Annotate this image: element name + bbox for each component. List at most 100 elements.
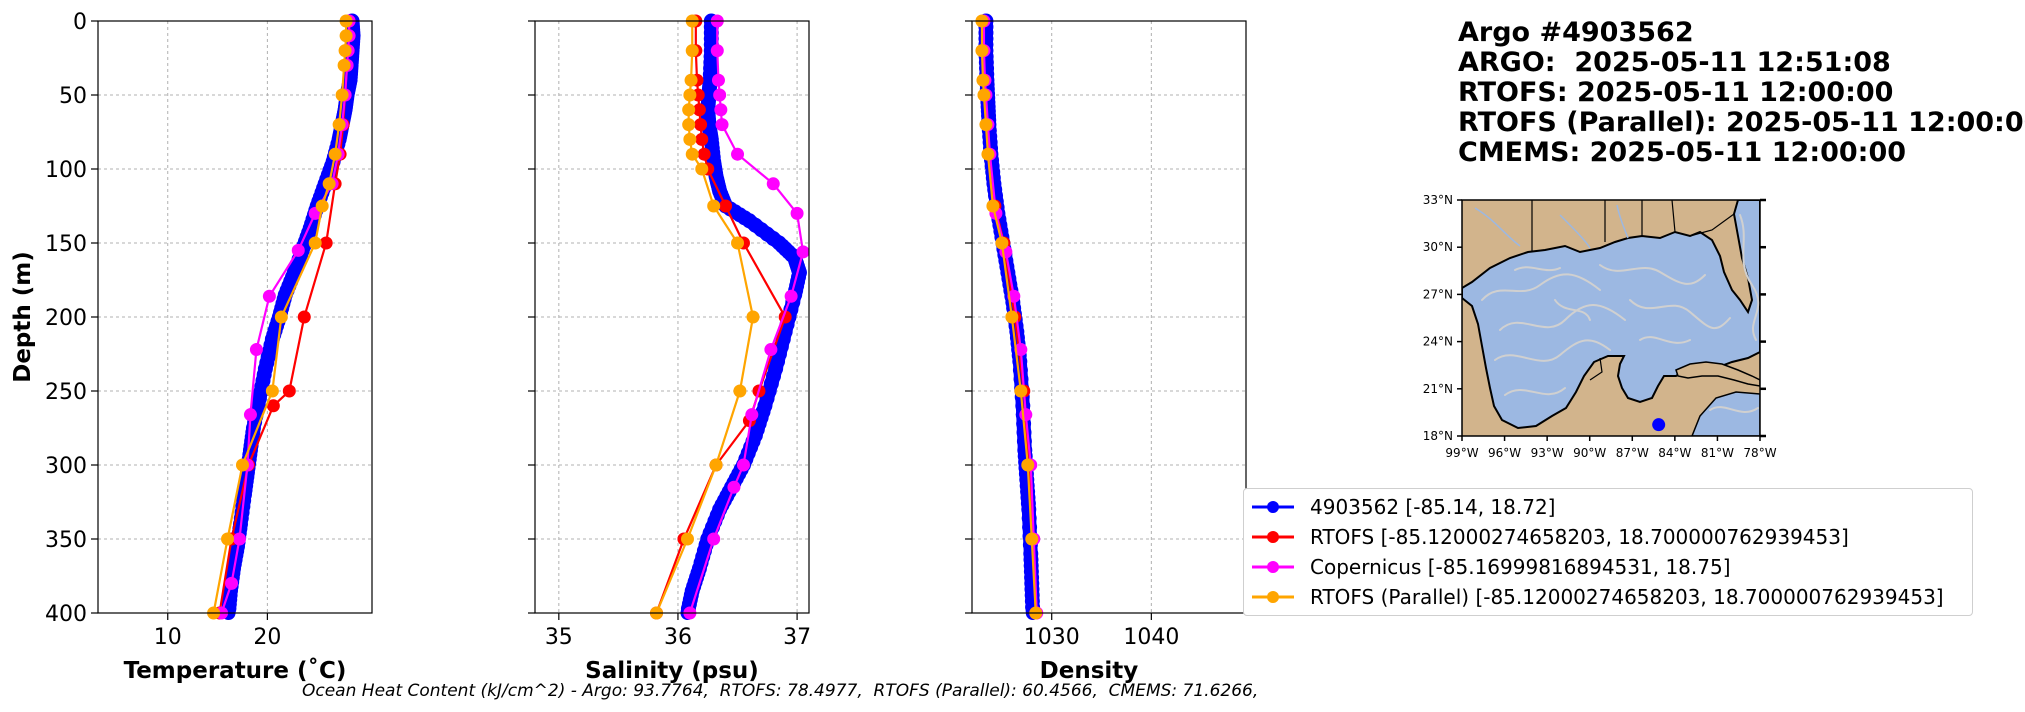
x-axis-label: Density <box>1040 658 1139 684</box>
legend-label: Copernicus [-85.16999816894531, 18.75] <box>1310 555 1731 579</box>
legend-item-argo: 4903562 [-85.14, 18.72] <box>1244 492 1555 522</box>
data-point-rtofs-parallel <box>981 147 995 161</box>
data-point-copernicus <box>715 118 729 132</box>
data-point-rtofs-parallel <box>322 177 336 191</box>
data-point-copernicus <box>262 289 276 303</box>
argo-float-id: Argo #4903562 <box>1458 17 1694 48</box>
x-axis-label: Temperature (˚C) <box>124 657 347 684</box>
data-point-rtofs-parallel <box>684 73 698 87</box>
data-point-rtofs-parallel <box>235 458 249 472</box>
y-tick-label: 0 <box>73 10 87 35</box>
data-point-rtofs <box>282 384 296 398</box>
ocean-area <box>1462 200 1760 430</box>
ocean-heat-content-footer: Ocean Heat Content (kJ/cm^2) - Argo: 93.… <box>302 681 1259 701</box>
data-point-rtofs <box>266 399 280 413</box>
rtofs-time: RTOFS: 2025-05-11 12:00:00 <box>1458 77 1894 108</box>
data-point-copernicus <box>232 532 246 546</box>
data-point-rtofs <box>297 310 311 324</box>
data-point-copernicus <box>784 289 798 303</box>
y-tick-label: 100 <box>45 158 87 183</box>
data-point-copernicus <box>727 480 741 494</box>
data-point-rtofs-parallel <box>746 310 760 324</box>
data-point-rtofs-parallel <box>1025 532 1039 546</box>
streamlines <box>1481 214 1760 413</box>
map-frame <box>1461 199 1761 437</box>
data-point-rtofs-parallel <box>976 73 990 87</box>
data-point-rtofs-parallel <box>335 88 349 102</box>
data-point-copernicus <box>745 408 759 422</box>
data-point-rtofs-parallel <box>1021 458 1035 472</box>
y-axis-label: Depth (m) <box>10 251 36 383</box>
x-tick-label: 37 <box>783 625 811 650</box>
temperature-panel: 10 20 0 50 100 150 200 250 300 350 400 Temperatur… <box>10 10 373 684</box>
x-tick-label: 10 <box>154 625 182 650</box>
gulf-of-mexico-map: 99°W 96°W 93°W 90°W 87°W 84°W 81°W 78°W 33°N 30°… <box>1423 193 1777 460</box>
data-point-copernicus <box>764 343 778 357</box>
data-point-rtofs <box>692 103 706 117</box>
state-borders <box>1531 200 1735 381</box>
legend-label: RTOFS [-85.12000274658203, 18.7000007629… <box>1310 525 1849 549</box>
data-point-rtofs-parallel <box>695 162 709 176</box>
legend: 4903562 [-85.14, 18.72] RTOFS [-85.12000… <box>1243 488 1973 616</box>
data-point-rtofs-parallel <box>1014 384 1028 398</box>
data-point-rtofs-parallel <box>337 58 351 72</box>
data-point-rtofs-parallel <box>265 384 279 398</box>
data-point-copernicus <box>731 147 745 161</box>
map-x-tick-label: 84°W <box>1658 446 1691 460</box>
legend-item-rtofs: RTOFS [-85.12000274658203, 18.7000007629… <box>1244 522 1849 552</box>
data-point-rtofs-parallel <box>308 236 322 250</box>
y-tick-label: 350 <box>45 528 87 553</box>
data-point-rtofs-parallel <box>979 118 993 132</box>
data-point-copernicus <box>707 532 721 546</box>
ocean-area-south <box>1691 391 1760 436</box>
data-point-rtofs <box>719 199 733 213</box>
legend-label: RTOFS (Parallel) [-85.12000274658203, 18… <box>1310 585 1944 609</box>
legend-marker-icon <box>1252 561 1294 573</box>
data-point-copernicus <box>790 206 804 220</box>
map-x-tick-label: 87°W <box>1616 446 1649 460</box>
map-y-tick-label: 33°N <box>1423 193 1453 207</box>
plot-area <box>535 21 809 613</box>
rtofs-parallel-time: RTOFS (Parallel): 2025-05-11 12:00:00 <box>1458 107 2025 138</box>
map-y-tick-label: 18°N <box>1423 429 1453 443</box>
map-y-tick-label: 24°N <box>1423 335 1453 349</box>
y-tick-label: 250 <box>45 380 87 405</box>
map-y-tick-label: 21°N <box>1423 382 1453 396</box>
cuba-island <box>1675 361 1760 387</box>
map-x-tick-label: 99°W <box>1445 446 1478 460</box>
data-point-rtofs-parallel <box>339 29 353 43</box>
argo-time: ARGO: 2025-05-11 12:51:08 <box>1458 47 1891 78</box>
data-point-rtofs <box>694 118 708 132</box>
rivers <box>1474 204 1629 249</box>
map-x-tick-label: 96°W <box>1488 446 1521 460</box>
map-y-tick-label: 27°N <box>1423 287 1453 301</box>
x-tick-label: 35 <box>545 625 573 650</box>
x-tick-label: 1040 <box>1123 625 1179 650</box>
x-tick-label: 20 <box>253 625 281 650</box>
data-point-copernicus <box>796 245 810 259</box>
data-point-rtofs <box>319 236 333 250</box>
legend-item-copernicus: Copernicus [-85.16999816894531, 18.75] <box>1244 552 1731 582</box>
data-point-rtofs-parallel <box>995 236 1009 250</box>
data-point-copernicus <box>710 44 724 58</box>
data-point-copernicus <box>1019 408 1033 422</box>
data-point-rtofs-parallel <box>328 147 342 161</box>
data-point-copernicus <box>711 73 725 87</box>
salinity-panel: 35 36 37 Salinity (psu) <box>528 13 811 684</box>
data-point-rtofs-parallel <box>332 118 346 132</box>
data-point-rtofs-parallel <box>709 458 723 472</box>
legend-marker-icon <box>1252 501 1294 513</box>
data-point-rtofs-parallel <box>685 147 699 161</box>
legend-item-rtofs-parallel: RTOFS (Parallel) [-85.12000274658203, 18… <box>1244 582 1944 612</box>
x-tick-label: 36 <box>664 625 692 650</box>
data-point-rtofs-parallel <box>1005 310 1019 324</box>
data-point-rtofs-parallel <box>733 384 747 398</box>
y-tick-label: 400 <box>45 602 87 627</box>
data-point-copernicus <box>736 458 750 472</box>
legend-label: 4903562 [-85.14, 18.72] <box>1310 495 1556 519</box>
series-line-rtofs-parallel <box>655 21 755 614</box>
data-point-copernicus <box>766 177 780 191</box>
data-point-rtofs-parallel <box>680 532 694 546</box>
cmems-time: CMEMS: 2025-05-11 12:00:00 <box>1458 137 1907 168</box>
